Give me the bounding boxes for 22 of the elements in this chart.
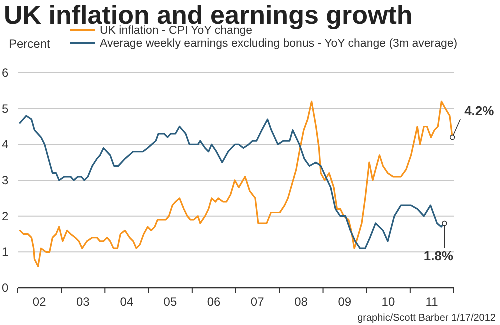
x-tick-label: 11 xyxy=(426,295,439,309)
y-tick-label: 1 xyxy=(2,245,9,260)
y-tick-label: 5 xyxy=(2,102,9,116)
x-tick-label: 07 xyxy=(250,295,265,309)
x-tick-label: 04 xyxy=(120,295,134,309)
y-tick-label: 6 xyxy=(2,66,9,80)
y-tick-label: 4 xyxy=(2,138,9,152)
y-tick-label: 2 xyxy=(2,209,9,224)
text: graphic/Scott Barber 1/17/2012 xyxy=(358,313,496,324)
x-tick-label: 10 xyxy=(382,295,396,309)
annotation: 1.8% xyxy=(424,248,454,264)
x-tick-label: 06 xyxy=(207,295,222,309)
x-tick-label: 08 xyxy=(294,295,308,309)
x-tick-label: 03 xyxy=(76,295,90,309)
y-tick-label: 0 xyxy=(2,281,9,295)
y-tick-label: 3 xyxy=(2,174,9,188)
x-tick-label: 05 xyxy=(164,295,178,309)
x-tick-label: 09 xyxy=(338,295,352,309)
legend-label: Average weekly earnings excluding bonus - YoY change (3m average) xyxy=(100,38,458,50)
y-axis-title: Percent xyxy=(9,37,52,51)
x-tick-label: 02 xyxy=(32,295,47,309)
annotation: 4.2% xyxy=(464,104,495,118)
